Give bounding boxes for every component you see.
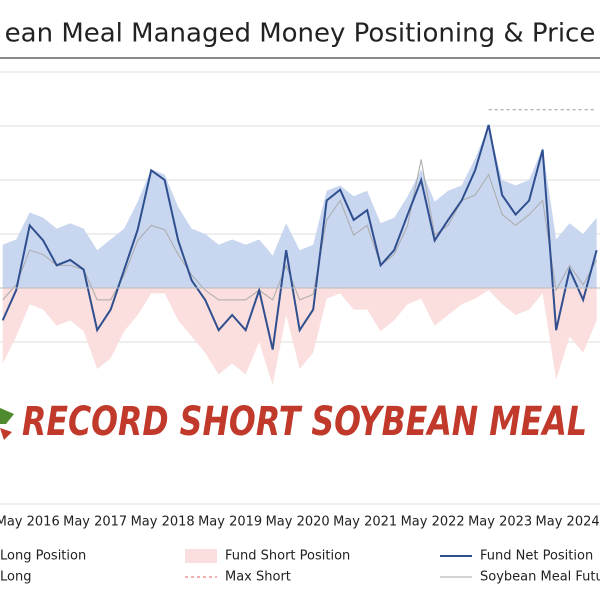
legend-label: Fund Short Position xyxy=(225,549,350,564)
line xyxy=(1,124,598,350)
legend-label: Max Short xyxy=(225,570,291,585)
x-tick-label: May 2020 xyxy=(266,515,330,530)
banner-background xyxy=(0,393,600,455)
x-tick-label: May 2024 xyxy=(536,515,600,530)
x-tick-label: May 2016 xyxy=(0,515,60,530)
legend-swatch xyxy=(185,549,217,563)
x-tick-label: May 2017 xyxy=(63,515,127,530)
x-tick-label: May 2023 xyxy=(468,515,532,530)
x-tick-label: May 2021 xyxy=(333,515,397,530)
plot-area: May 2016 May 2017 May 2018 May 2019 May 2020… xyxy=(0,71,600,530)
legend-label: Long Position xyxy=(0,549,86,564)
leaf-icon xyxy=(0,408,14,424)
x-tick-label: May 2022 xyxy=(401,515,465,530)
banner-text: RECORD SHORT SOYBEAN MEAL xyxy=(22,399,587,445)
legend-label: Soybean Meal Futur xyxy=(480,570,600,585)
legend-label: Long xyxy=(0,570,31,585)
legend: Long Position Fund Short Position Fund Net… xyxy=(0,549,600,585)
x-tick-label: May 2019 xyxy=(198,515,262,530)
leaf-icon xyxy=(0,428,12,440)
chart-title: ean Meal Managed Money Positioning & Pri… xyxy=(5,19,596,49)
area xyxy=(2,288,597,386)
line xyxy=(2,159,598,301)
x-tick-label: May 2018 xyxy=(131,515,195,530)
area xyxy=(2,126,597,288)
legend-label: Fund Net Position xyxy=(480,549,593,564)
